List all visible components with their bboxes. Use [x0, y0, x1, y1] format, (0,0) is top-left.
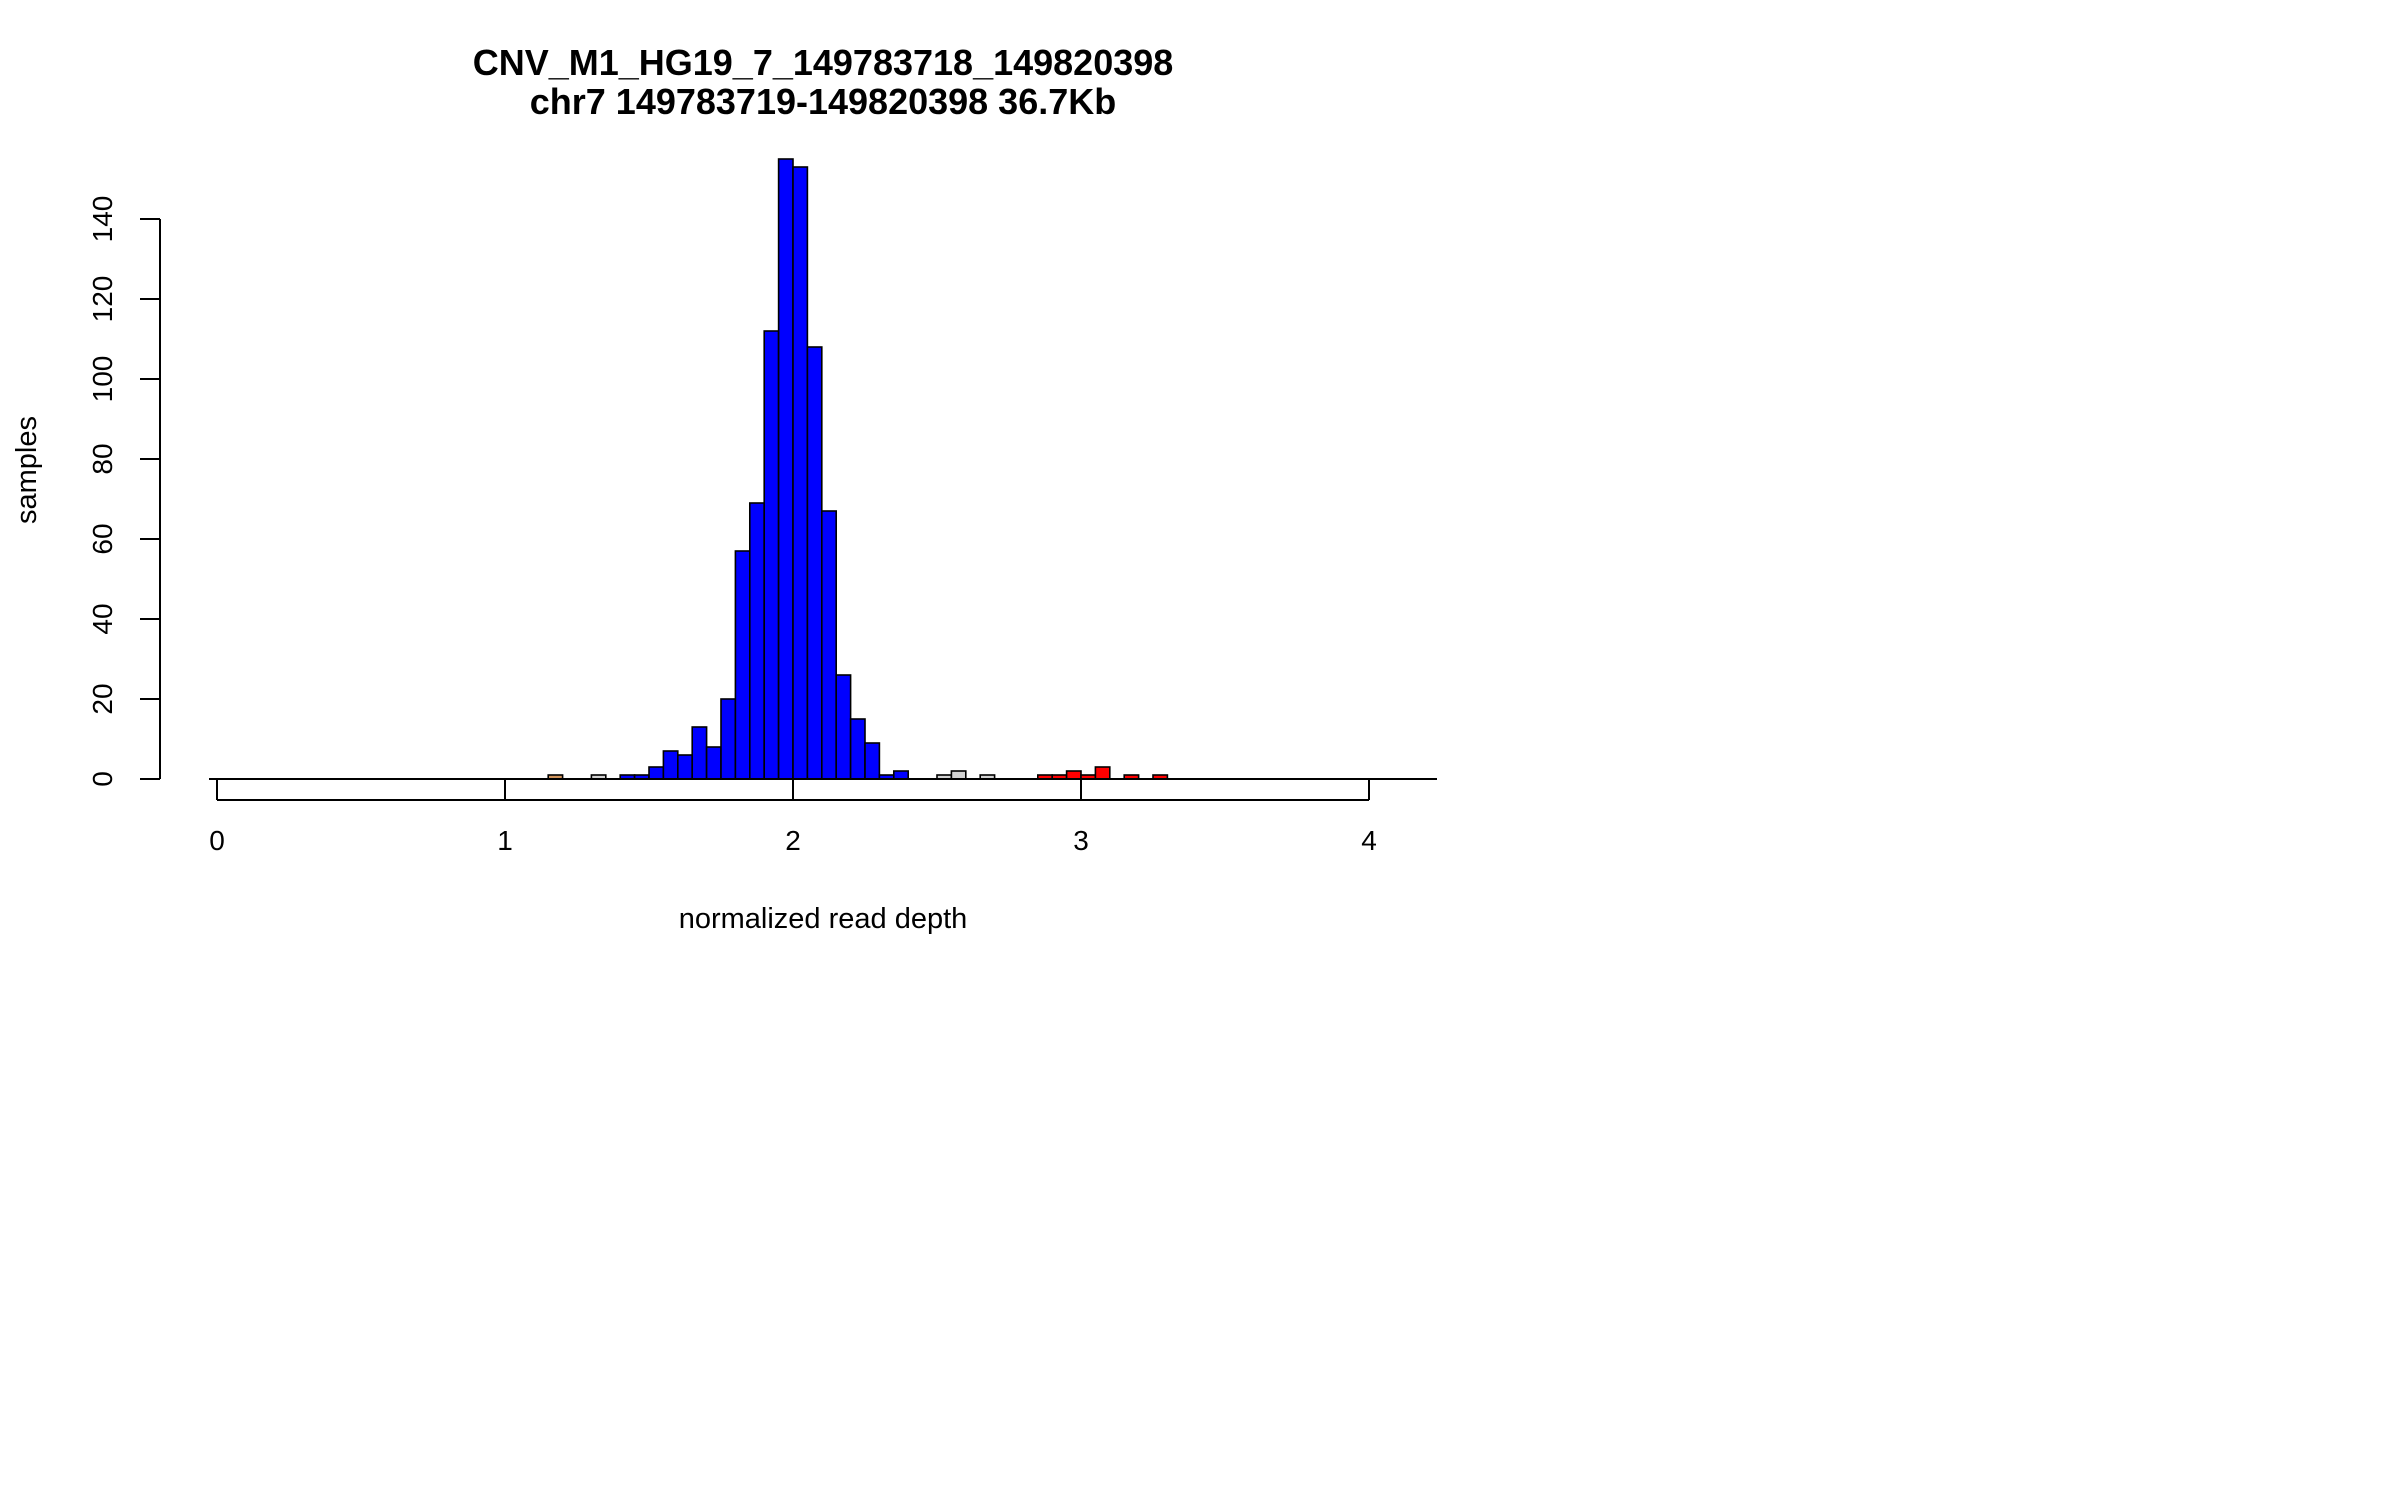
x-axis-label: normalized read depth — [679, 903, 968, 935]
histogram-bar-19 — [864, 742, 881, 780]
chart-subtitle: chr7 149783719-149820398 36.7Kb — [530, 81, 1116, 122]
y-axis-label: samples — [11, 416, 43, 524]
y-axis: 0 20 40 60 80 100 120 140 — [87, 196, 161, 787]
y-tick-label-4: 80 — [87, 443, 118, 474]
histogram-bar-6 — [676, 754, 693, 780]
x-axis: 0 1 2 3 4 — [209, 780, 1377, 856]
histogram-bar-15 — [806, 346, 823, 780]
y-tick-label-3: 60 — [87, 523, 118, 554]
histogram-bar-4 — [648, 766, 665, 780]
histogram-chart: CNV_M1_HG19_7_149783718_149820398 chr7 1… — [11, 42, 1437, 935]
y-tick-label-2: 40 — [87, 603, 118, 634]
histogram-bar-9 — [720, 698, 737, 780]
histogram-bar-14 — [792, 166, 809, 780]
y-tick-label-1: 20 — [87, 683, 118, 714]
histogram-bars — [547, 158, 1169, 780]
chart-title: CNV_M1_HG19_7_149783718_149820398 — [473, 42, 1174, 83]
histogram-bar-21 — [892, 770, 909, 780]
x-tick-label-1: 1 — [497, 825, 513, 856]
histogram-bar-17 — [835, 674, 852, 780]
histogram-bar-7 — [691, 726, 708, 780]
histogram-bar-13 — [777, 158, 794, 780]
y-tick-label-5: 100 — [87, 356, 118, 403]
histogram-bar-27 — [1065, 770, 1082, 780]
histogram-bar-10 — [734, 550, 751, 780]
x-tick-label-4: 4 — [1361, 825, 1377, 856]
histogram-bar-5 — [662, 750, 679, 780]
y-tick-label-0: 0 — [87, 771, 118, 787]
histogram-bar-12 — [763, 330, 780, 780]
histogram-bar-8 — [705, 746, 722, 780]
histogram-bar-18 — [849, 718, 866, 780]
x-tick-label-0: 0 — [209, 825, 225, 856]
histogram-bar-16 — [820, 510, 837, 780]
y-tick-label-6: 120 — [87, 276, 118, 323]
y-tick-label-7: 140 — [87, 196, 118, 243]
histogram-bar-29 — [1094, 766, 1111, 780]
x-tick-label-3: 3 — [1073, 825, 1089, 856]
x-tick-label-2: 2 — [785, 825, 801, 856]
histogram-bar-11 — [748, 502, 765, 780]
histogram-bar-23 — [950, 770, 967, 780]
